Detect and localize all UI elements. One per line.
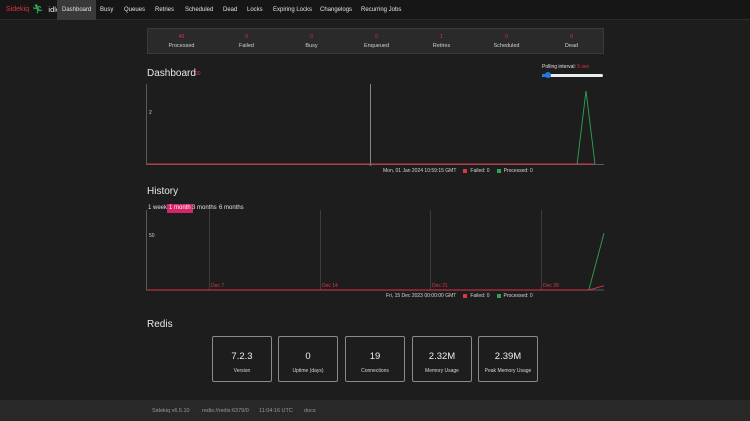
range-6-months[interactable]: 6 months bbox=[219, 205, 244, 211]
history-series bbox=[147, 233, 605, 291]
dashboard-series bbox=[147, 90, 596, 165]
nav-queues[interactable]: Queues bbox=[124, 7, 146, 13]
failed-swatch bbox=[463, 169, 468, 173]
history-hover-date: Fri, 15 Dec 2023 00:00:00 GMT bbox=[386, 293, 457, 299]
nav-retries[interactable]: Retries bbox=[155, 7, 175, 13]
footer-redis-url: redis://redis:6379/0 bbox=[202, 408, 249, 414]
history-processed-label: Processed: 0 bbox=[503, 293, 533, 299]
stat-label: Scheduled bbox=[493, 43, 520, 49]
processed-swatch bbox=[496, 169, 501, 173]
stat-value: 0 bbox=[375, 34, 378, 40]
range-1-week[interactable]: 1 week bbox=[148, 205, 168, 211]
stat-dead[interactable]: 0 Dead bbox=[539, 29, 604, 55]
history-x-ticks: Dec 7 Dec 14 Dec 21 Dec 28 bbox=[209, 210, 559, 290]
redis-label: Connections bbox=[361, 368, 389, 374]
redis-label: Peak Memory Usage bbox=[484, 368, 532, 374]
redis-card-connections: 19 Connections bbox=[345, 336, 405, 382]
footer-docs-link[interactable]: docs bbox=[304, 408, 316, 414]
stat-value: 0 bbox=[570, 34, 573, 40]
x-tick-label: Dec 7 bbox=[211, 283, 224, 289]
range-1-month[interactable]: 1 month bbox=[167, 204, 193, 213]
runner-icon: 🏃︎ bbox=[31, 4, 44, 14]
history-title: History bbox=[147, 186, 179, 197]
stat-scheduled[interactable]: 0 Scheduled bbox=[474, 29, 539, 55]
failed-swatch bbox=[463, 294, 468, 298]
series-line-failed bbox=[147, 285, 605, 291]
redis-label: Uptime (days) bbox=[292, 368, 324, 374]
processed-swatch bbox=[496, 294, 501, 298]
stat-label: Retries bbox=[432, 43, 451, 49]
polling-slider[interactable] bbox=[542, 74, 603, 77]
stat-value: 40 bbox=[178, 34, 185, 40]
stat-label: Processed bbox=[168, 43, 195, 49]
stat-value: 0 bbox=[245, 34, 248, 40]
stat-label: Enqueued bbox=[363, 43, 390, 49]
nav-locks[interactable]: Locks bbox=[247, 7, 263, 13]
dashboard-title: Dashboard bbox=[147, 68, 196, 79]
stat-retries[interactable]: 1 Retries bbox=[409, 29, 474, 55]
redis-value: 19 bbox=[369, 351, 381, 362]
redis-value: 2.32M bbox=[428, 351, 456, 362]
nav-busy[interactable]: Busy bbox=[100, 7, 114, 13]
stats-bar: 40 Processed 0 Failed 0 Busy 0 Enqueued … bbox=[147, 28, 604, 54]
x-tick-label: Dec 21 bbox=[432, 283, 448, 289]
redis-value: 2.39M bbox=[494, 351, 522, 362]
stat-label: Failed bbox=[239, 43, 254, 49]
stat-value: 0 bbox=[505, 34, 508, 40]
history-chart[interactable]: 50 Dec 7 Dec 14 Dec 21 Dec 28 bbox=[146, 210, 606, 292]
y-tick-label: 50 bbox=[149, 233, 155, 239]
redis-card-uptime: 0 Uptime (days) bbox=[278, 336, 338, 382]
nav-changelogs[interactable]: Changelogs bbox=[320, 7, 353, 13]
redis-card-peak-memory: 2.39M Peak Memory Usage bbox=[478, 336, 538, 382]
stat-value: 1 bbox=[440, 34, 443, 40]
footer-time: 11:04:16 UTC bbox=[259, 408, 293, 414]
footer-version: Sidekiq v6.5.10 bbox=[152, 408, 190, 414]
nav-scheduled[interactable]: Scheduled bbox=[185, 7, 214, 13]
navbar bbox=[0, 0, 750, 20]
redis-card-version: 7.2.3 Version bbox=[212, 336, 272, 382]
nav-dead[interactable]: Dead bbox=[223, 7, 238, 13]
nav-expiring-locks[interactable]: Expiring Locks bbox=[273, 7, 313, 13]
series-line-processed bbox=[147, 90, 596, 165]
x-tick-label: Dec 14 bbox=[322, 283, 338, 289]
nav-dashboard[interactable]: Dashboard bbox=[57, 0, 97, 20]
nav-recurring-jobs[interactable]: Recurring Jobs bbox=[361, 7, 402, 13]
dashboard-legend: Mon, 01 Jan 2024 10:59:15 GMT Failed: 0 … bbox=[383, 168, 533, 174]
beacon-counter: 60 bbox=[195, 71, 201, 77]
redis-label: Version bbox=[233, 368, 251, 374]
redis-card-memory-usage: 2.32M Memory Usage bbox=[412, 336, 472, 382]
dashboard-chart[interactable]: 2 bbox=[146, 84, 606, 168]
redis-value: 7.2.3 bbox=[231, 351, 253, 362]
dashboard-hover-date: Mon, 01 Jan 2024 10:59:15 GMT bbox=[383, 168, 457, 174]
redis-label: Memory Usage bbox=[425, 368, 459, 374]
redis-value: 0 bbox=[305, 351, 311, 362]
history-failed-label: Failed: 0 bbox=[470, 293, 490, 299]
footer bbox=[0, 400, 750, 421]
brand-name[interactable]: Sidekiq bbox=[6, 6, 29, 13]
stat-processed[interactable]: 40 Processed bbox=[149, 29, 214, 55]
stat-busy[interactable]: 0 Busy bbox=[279, 29, 344, 55]
brand[interactable]: Sidekiq 🏃︎ idle bbox=[6, 4, 61, 15]
polling-slider-handle[interactable] bbox=[545, 72, 552, 78]
series-line-processed bbox=[147, 233, 605, 291]
polling-value: 5 sec bbox=[577, 64, 590, 70]
stat-enqueued[interactable]: 0 Enqueued bbox=[344, 29, 409, 55]
stat-failed[interactable]: 0 Failed bbox=[214, 29, 279, 55]
redis-title: Redis bbox=[147, 319, 173, 330]
status-label: idle bbox=[48, 5, 61, 14]
range-3-months[interactable]: 3 months bbox=[192, 205, 217, 211]
history-legend: Fri, 15 Dec 2023 00:00:00 GMT Failed: 0 … bbox=[386, 293, 533, 299]
dashboard-failed-label: Failed: 0 bbox=[470, 168, 490, 174]
stat-value: 0 bbox=[310, 34, 313, 40]
polling-interval-label: Polling interval: 5 sec bbox=[542, 64, 589, 70]
y-tick-label: 2 bbox=[149, 110, 152, 116]
stat-label: Busy bbox=[305, 43, 318, 49]
stat-label: Dead bbox=[564, 43, 579, 49]
dashboard-processed-label: Processed: 0 bbox=[503, 168, 533, 174]
polling-label-text: Polling interval: bbox=[542, 64, 576, 70]
x-tick-label: Dec 28 bbox=[543, 283, 559, 289]
